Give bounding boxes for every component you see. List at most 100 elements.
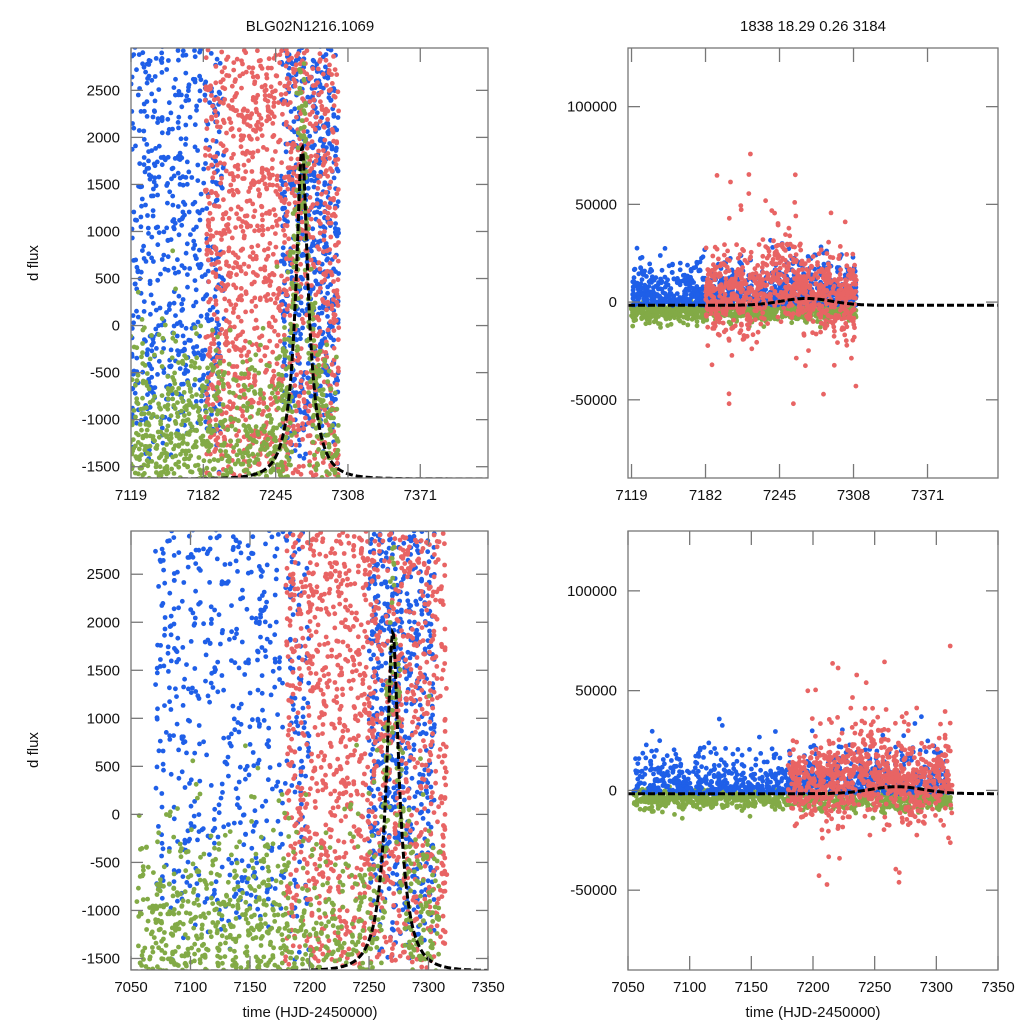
point-field-A <box>152 98 158 104</box>
point-field-C <box>153 464 159 470</box>
point-field-C <box>176 509 181 514</box>
point-field-B <box>222 149 227 155</box>
point-field-A <box>197 73 203 79</box>
point-field-B <box>262 345 268 350</box>
point-field-A <box>134 67 139 73</box>
point-field-A <box>214 56 220 62</box>
point-field-C <box>249 511 254 516</box>
point-field-C <box>279 459 284 465</box>
point-field-B <box>281 332 287 338</box>
point-field-C <box>173 338 179 344</box>
point-field-A <box>317 42 322 47</box>
point-field-B <box>225 381 231 387</box>
point-field-B <box>307 433 313 438</box>
point-field-A <box>176 293 182 299</box>
point-field-C <box>254 526 259 531</box>
point-field-C <box>227 327 233 333</box>
point-field-B <box>292 83 298 89</box>
point-field-C <box>269 390 275 396</box>
point-field-C <box>330 505 335 510</box>
point-field-C <box>248 494 253 499</box>
point-field-C <box>688 311 694 317</box>
point-field-C <box>256 407 262 413</box>
point-field-C <box>330 467 335 472</box>
point-field-B <box>320 71 326 77</box>
point-field-C <box>157 516 162 521</box>
point-field-B <box>324 82 329 88</box>
point-field-C <box>187 517 192 522</box>
point-field-A <box>132 390 138 396</box>
point-field-C <box>181 515 186 520</box>
point-field-A <box>186 88 191 94</box>
point-field-B <box>221 100 226 106</box>
point-field-C <box>221 512 226 517</box>
point-field-C <box>158 501 163 506</box>
point-field-C <box>188 363 194 369</box>
point-field-C <box>299 103 305 109</box>
point-field-A <box>310 145 316 151</box>
point-field-A <box>202 272 208 278</box>
point-field-C <box>148 499 153 504</box>
point-field-C <box>656 314 661 319</box>
point-field-B <box>252 295 258 301</box>
point-field-C <box>154 538 159 543</box>
point-field-A <box>161 229 167 235</box>
point-field-C <box>252 460 257 465</box>
point-field-B <box>279 273 284 279</box>
point-field-B <box>310 473 316 478</box>
point-field-C <box>242 497 247 502</box>
point-field-B <box>283 197 288 202</box>
point-field-C <box>335 438 341 444</box>
point-field-A <box>195 148 201 153</box>
point-field-C <box>158 513 163 518</box>
point-field-B <box>228 406 233 412</box>
point-field-C <box>221 598 226 603</box>
point-field-C <box>276 371 282 377</box>
point-field-B <box>209 333 215 338</box>
point-field-B <box>214 119 220 125</box>
point-field-B <box>316 260 322 266</box>
point-field-C <box>676 316 681 322</box>
point-field-B <box>277 80 283 86</box>
point-field-C <box>140 380 146 386</box>
point-field-C <box>219 520 224 525</box>
point-field-B <box>215 96 221 102</box>
point-field-C <box>224 522 229 527</box>
point-field-C <box>314 434 320 439</box>
point-field-B <box>313 121 319 127</box>
point-field-C <box>242 518 247 523</box>
point-field-A <box>181 16 186 21</box>
point-field-C <box>264 508 269 513</box>
point-field-A <box>634 245 640 251</box>
point-field-B <box>234 433 240 438</box>
point-field-A <box>154 346 159 351</box>
point-field-B <box>220 230 226 236</box>
point-field-B <box>298 111 304 116</box>
point-field-C <box>216 374 222 380</box>
point-field-C <box>131 377 135 383</box>
point-field-C <box>144 514 149 519</box>
point-field-B <box>276 377 282 382</box>
point-field-A <box>197 49 203 55</box>
point-field-B <box>261 400 266 405</box>
point-field-A <box>131 351 135 357</box>
point-field-C <box>169 355 175 361</box>
point-field-A <box>292 106 298 112</box>
point-field-B <box>282 278 287 284</box>
point-field-A <box>135 25 140 30</box>
point-field-C <box>152 394 158 399</box>
point-field-C <box>246 453 252 459</box>
point-field-C <box>323 525 328 530</box>
point-field-C <box>252 389 257 394</box>
point-field-B <box>325 117 330 122</box>
point-field-C <box>279 557 284 562</box>
point-field-B <box>272 300 278 306</box>
point-field-C <box>316 447 321 452</box>
point-field-C <box>239 501 244 506</box>
point-field-B <box>267 338 273 344</box>
point-field-B <box>202 97 208 103</box>
point-field-C <box>138 406 144 412</box>
point-field-B <box>224 57 229 62</box>
point-field-B <box>205 375 211 380</box>
point-field-A <box>219 185 225 191</box>
